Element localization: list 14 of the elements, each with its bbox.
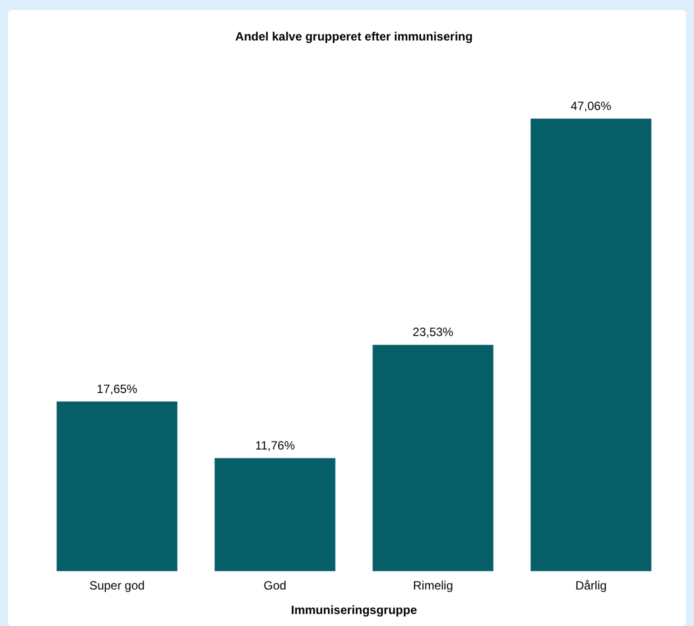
bar xyxy=(214,458,336,572)
x-tick-label: God xyxy=(264,578,286,593)
data-label: 47,06% xyxy=(570,98,612,113)
x-tick-label: Dårlig xyxy=(575,578,607,593)
data-label: 23,53% xyxy=(412,325,454,340)
x-axis-title: Immuniseringsgruppe xyxy=(290,603,418,618)
data-label: 11,76% xyxy=(255,438,296,452)
bar xyxy=(56,401,178,572)
x-tick-label: Rimelig xyxy=(412,578,454,593)
bar xyxy=(530,118,652,572)
x-tick-label: Super god xyxy=(89,578,145,593)
bar xyxy=(372,344,494,572)
chart-title: Andel kalve grupperet efter immunisering xyxy=(235,30,473,44)
data-label: 17,65% xyxy=(96,382,138,396)
